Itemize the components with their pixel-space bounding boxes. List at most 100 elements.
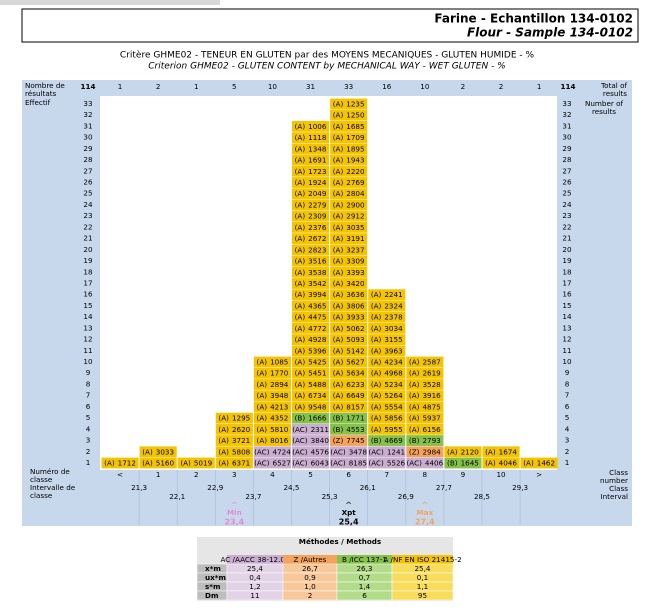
cell: [330, 435, 368, 446]
cell: [292, 154, 330, 166]
cell-method: (A): [333, 167, 344, 176]
cell-method: (A): [333, 358, 344, 367]
cell-method: (A): [295, 144, 306, 153]
cell: [368, 379, 406, 390]
cell-method: (A): [104, 459, 115, 468]
cell-code: 2769: [346, 178, 365, 187]
cell-code: 3933: [346, 313, 364, 322]
cell-code: 5627: [346, 358, 364, 367]
cell-label: (A) 8157: [333, 402, 365, 411]
cell-method: (A): [333, 301, 344, 310]
cell-method: (A): [333, 380, 344, 389]
class-interval: 24,5: [283, 483, 299, 492]
cell-label: (A) 4046: [485, 459, 517, 468]
cell-label: (Z) 2984: [409, 447, 441, 456]
cell-code: 3035: [346, 223, 364, 232]
cell-code: 2894: [270, 380, 289, 389]
cell-code: 3538: [308, 268, 327, 277]
cell-label: (A) 1709: [333, 133, 365, 142]
value-text: 1,2: [249, 582, 260, 591]
cell: [406, 457, 444, 469]
cell-label: (A) 1924: [295, 178, 327, 187]
cell-code: 4772: [308, 324, 326, 333]
column-count: 1: [537, 82, 542, 91]
row-number: 11: [83, 346, 92, 355]
cell-label: (A) 2672: [295, 234, 327, 243]
cell-method: (A): [447, 447, 458, 456]
row-label: Dm: [205, 591, 218, 600]
cell-label: (A) 3721: [218, 436, 250, 445]
row-label: s*m: [205, 582, 221, 591]
cell-code: 2804: [346, 189, 365, 198]
cell-code: 5554: [384, 402, 403, 411]
cell-method: (AC): [292, 459, 308, 468]
cell-method: (A): [295, 369, 306, 378]
column-count: 1: [194, 82, 199, 91]
cell: [368, 289, 406, 301]
cell-method: (A): [295, 324, 306, 333]
cell-label: (A) 2587: [409, 358, 441, 367]
cell-code: 5062: [346, 324, 364, 333]
row-number: 4: [565, 424, 570, 433]
cell-code: 3033: [156, 447, 174, 456]
cell: [292, 221, 330, 233]
cell-code: 1691: [308, 156, 326, 165]
cell-label: (A) 5160: [142, 459, 174, 468]
top-strip: [0, 0, 220, 5]
cell-code: 3034: [384, 324, 403, 333]
cell-label: (A) 4352: [257, 414, 289, 423]
cell-code: 2619: [422, 369, 441, 378]
cell-label: (B) 1666: [295, 414, 327, 423]
cell-code: 1771: [346, 414, 364, 423]
cell-code: 4046: [499, 459, 518, 468]
cell-method: (A): [218, 425, 229, 434]
cell-method: (AC): [330, 459, 346, 468]
max-value: 27,4: [415, 518, 435, 527]
cell-method: (AC): [292, 436, 308, 445]
cell-label: (A) 4475: [295, 313, 327, 322]
cell: [292, 311, 330, 323]
cell: [520, 457, 558, 469]
row-number: 18: [83, 267, 93, 276]
cell-label: (AC) 6043: [292, 459, 329, 468]
cell: [406, 446, 444, 458]
class-interval: 23,7: [245, 492, 261, 501]
cell-method: (A): [333, 391, 344, 400]
cell-label: (A) 4213: [257, 402, 289, 411]
row-number: 30: [562, 133, 572, 142]
class-number: 8: [423, 470, 428, 479]
cell: [253, 435, 291, 446]
cell-label: (A) 1895: [333, 144, 365, 153]
cell-method: (A): [333, 189, 344, 198]
cell-label: (A) 4968: [371, 369, 403, 378]
cell-label: (B) 4669: [371, 436, 403, 445]
cell: [406, 435, 444, 446]
cell-method: (Z): [409, 447, 420, 456]
cell-method: (A): [371, 391, 382, 400]
cell-label: (A) 1770: [257, 369, 289, 378]
cell-label: (A) 1462: [523, 459, 555, 468]
row-number: 14: [83, 312, 93, 321]
column-count: 2: [156, 82, 161, 91]
cell-code: 5856: [384, 414, 403, 423]
cell: [482, 457, 520, 469]
cell-label: (A) 5937: [409, 414, 441, 423]
cell-code: 8157: [346, 402, 364, 411]
cell-method: (A): [333, 144, 344, 153]
cell: [215, 457, 253, 469]
class-interval: 26,9: [398, 492, 414, 501]
max-label: Max: [417, 508, 434, 517]
method-header-cell: [392, 555, 453, 564]
row-number: 10: [83, 357, 93, 366]
cell-method: (A): [485, 459, 496, 468]
cell-code: 1723: [308, 167, 326, 176]
row-number: 1: [565, 458, 570, 467]
right-top-label-part: results: [603, 89, 627, 98]
cell-label: (B) 4553: [333, 425, 365, 434]
cell-method: (A): [409, 402, 420, 411]
class-number: >: [536, 470, 542, 479]
cell-method: (A): [333, 122, 344, 131]
cell: [101, 457, 139, 469]
cell-label: (A) 3393: [333, 268, 365, 277]
